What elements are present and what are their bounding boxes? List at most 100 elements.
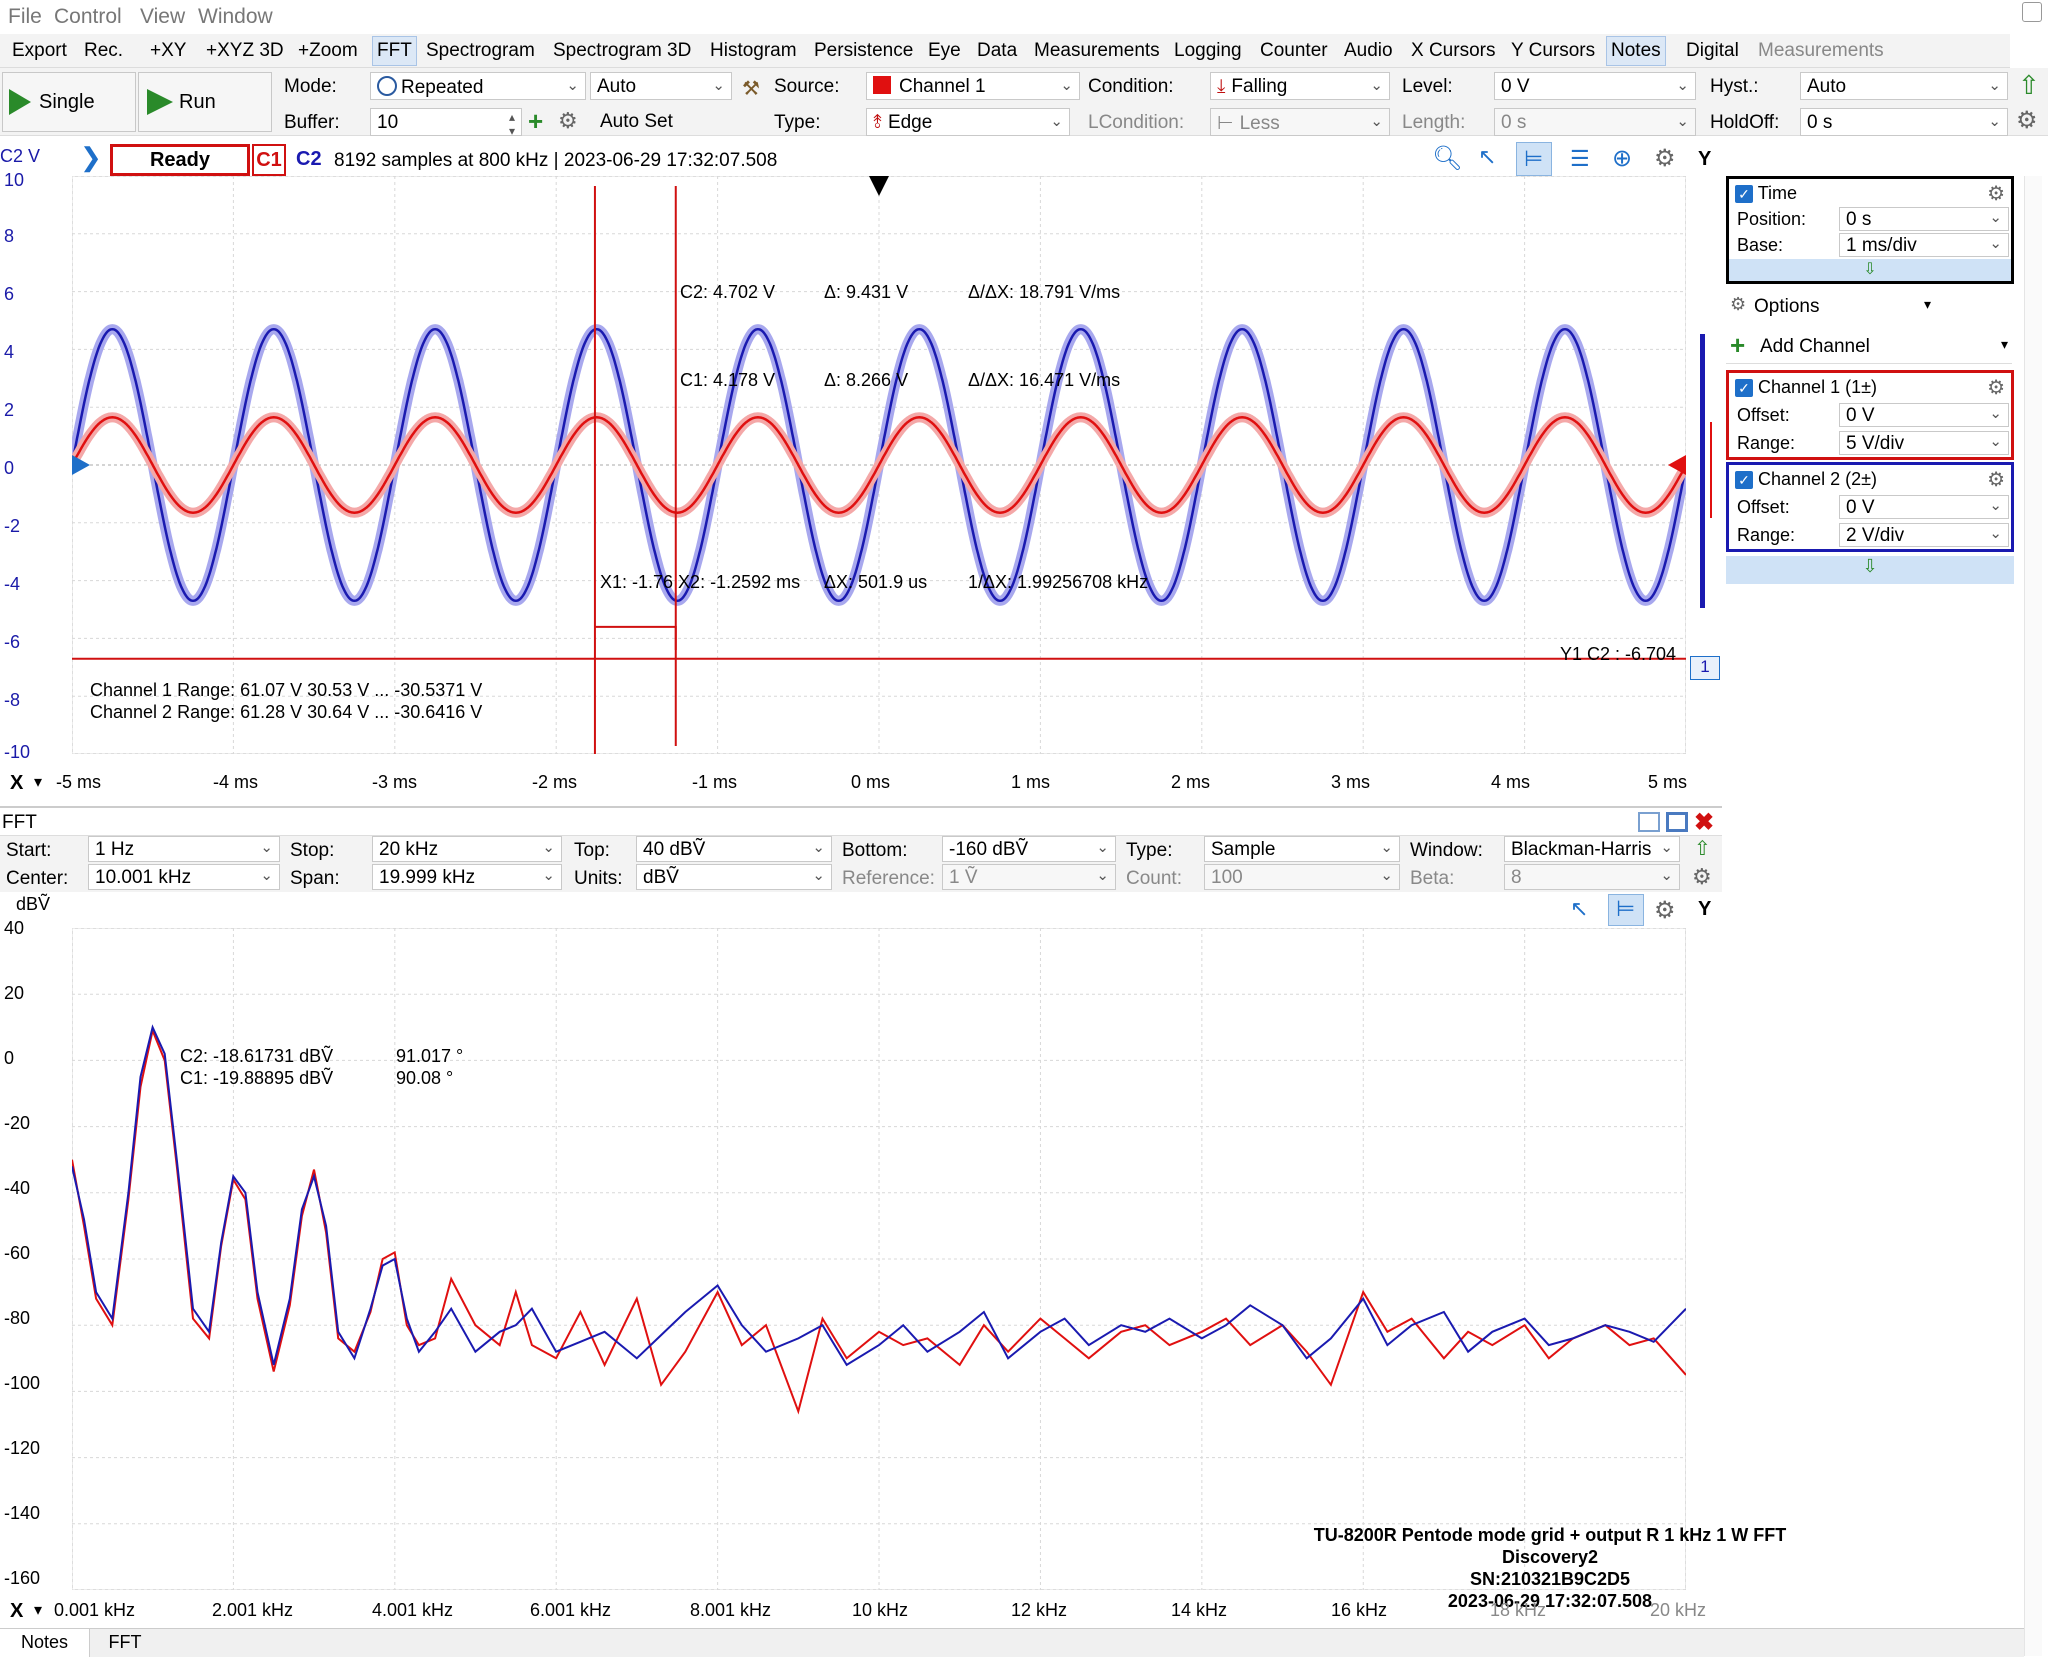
- gear-icon[interactable]: ⚙: [2016, 107, 2038, 134]
- ch2-offset-input[interactable]: 0 V ⌄: [1839, 495, 2009, 519]
- tab-xyz3d[interactable]: +XYZ 3D: [206, 40, 284, 61]
- channel2-checkbox[interactable]: ✓: [1735, 471, 1753, 489]
- gear-icon[interactable]: ⚙: [1987, 183, 2005, 205]
- fft-beta-input[interactable]: 8 ⌄: [1504, 864, 1680, 890]
- hammer-icon[interactable]: ⚒: [742, 78, 760, 100]
- level-input[interactable]: 0 V ⌄: [1494, 72, 1696, 100]
- run-button[interactable]: Run: [138, 72, 272, 132]
- position-input[interactable]: 0 s ⌄: [1839, 207, 2009, 231]
- tab-audio[interactable]: Audio: [1344, 40, 1393, 61]
- cursor-tool-button[interactable]: [1516, 142, 1552, 176]
- lcondition-select[interactable]: ⊢ Less ⌄: [1210, 108, 1390, 136]
- buffer-input[interactable]: 10 ▴ ▾: [370, 108, 522, 136]
- tab-digital[interactable]: Digital: [1686, 40, 1739, 61]
- tab-notes[interactable]: Notes: [1606, 36, 1666, 66]
- options-label[interactable]: Options: [1754, 296, 1820, 317]
- tab-eye[interactable]: Eye: [928, 40, 961, 61]
- gear-icon[interactable]: ⚙: [1987, 377, 2005, 399]
- fft-top-input[interactable]: 40 dBṼ ⌄: [636, 836, 832, 862]
- tab-xy[interactable]: +XY: [150, 40, 187, 61]
- pointer-icon[interactable]: ↖: [1570, 896, 1589, 921]
- arrow-up-icon[interactable]: ⇧: [1694, 838, 1711, 860]
- condition-select[interactable]: ⤓ Falling ⌄: [1210, 72, 1390, 100]
- tab-counter[interactable]: Counter: [1260, 40, 1328, 61]
- magnify-icon[interactable]: ⊕: [1612, 145, 1633, 172]
- channels-expand-bar[interactable]: ⇩: [1726, 556, 2014, 584]
- arrow-up-icon[interactable]: ⇧: [2018, 70, 2040, 100]
- chevron-right-icon[interactable]: ❯: [80, 142, 102, 172]
- holdoff-input[interactable]: 0 s ⌄: [1800, 108, 2008, 136]
- zoom-icon[interactable]: 🔍︎: [1432, 145, 1463, 172]
- tab-spectrogram3d[interactable]: Spectrogram 3D: [553, 40, 692, 61]
- fft-units-select[interactable]: dBṼ ⌄: [636, 864, 832, 890]
- x-axis-button[interactable]: X: [10, 772, 24, 794]
- gear-icon[interactable]: ⚙: [1987, 469, 2005, 491]
- fft-center-input[interactable]: 10.001 kHz ⌄: [88, 864, 280, 890]
- auto-select[interactable]: Auto ⌄: [590, 72, 732, 100]
- close-icon[interactable]: ✖: [1694, 809, 1715, 836]
- hyst-select[interactable]: Auto ⌄: [1800, 72, 2008, 100]
- fft-count-input[interactable]: 100 ⌄: [1204, 864, 1400, 890]
- spinner-icon[interactable]: ▴ ▾: [508, 110, 515, 136]
- fft-type-select[interactable]: Sample ⌄: [1204, 836, 1400, 862]
- ch1-range-select[interactable]: 5 V/div ⌄: [1839, 431, 2009, 455]
- fft-stop-input[interactable]: 20 kHz ⌄: [372, 836, 562, 862]
- restore-icon[interactable]: [1638, 812, 1660, 832]
- fft-plot[interactable]: [72, 928, 1686, 1590]
- add-channel-button[interactable]: + Add Channel ▾: [1726, 330, 2012, 364]
- length-input[interactable]: 0 s ⌄: [1494, 108, 1696, 136]
- tab-rec[interactable]: Rec.: [84, 40, 124, 61]
- tab-export[interactable]: Export: [12, 40, 67, 61]
- tab-zoom[interactable]: +Zoom: [298, 40, 358, 61]
- fft-bottom-input[interactable]: -160 dBṼ ⌄: [942, 836, 1116, 862]
- tab-data[interactable]: Data: [977, 40, 1018, 61]
- c2-button[interactable]: C2: [296, 148, 322, 170]
- tab-x-cursors[interactable]: X Cursors: [1411, 40, 1496, 61]
- tab-logging[interactable]: Logging: [1174, 40, 1242, 61]
- fft-x-axis-button[interactable]: X: [10, 1600, 24, 1622]
- x-axis-menu-icon[interactable]: ▾: [34, 1602, 43, 1619]
- window-restore-icon[interactable]: [2022, 2, 2042, 22]
- bottom-tab-fft[interactable]: FFT: [108, 1632, 142, 1652]
- channel1-checkbox[interactable]: ✓: [1735, 379, 1753, 397]
- ch1-offset-input[interactable]: 0 V ⌄: [1839, 403, 2009, 427]
- gear-icon[interactable]: ⚙: [1654, 897, 1676, 924]
- tab-y-cursors[interactable]: Y Cursors: [1511, 40, 1596, 61]
- gear-icon[interactable]: ⚙: [558, 108, 578, 133]
- tab-measurements[interactable]: Measurements: [1034, 40, 1160, 61]
- fft-window-select[interactable]: Blackman-Harris ⌄: [1504, 836, 1680, 862]
- fft-cursor-tool-button[interactable]: [1608, 894, 1644, 926]
- gear-icon[interactable]: ⚙: [1692, 864, 1712, 889]
- tab-persistence[interactable]: Persistence: [814, 40, 914, 61]
- auto-set-button[interactable]: Auto Set: [600, 111, 673, 132]
- y-axis-button[interactable]: Y: [1698, 148, 1712, 170]
- scope-plot[interactable]: [72, 176, 1686, 754]
- base-select[interactable]: 1 ms/div ⌄: [1839, 233, 2009, 257]
- menu-window[interactable]: Window: [198, 5, 273, 28]
- tab-fft[interactable]: FFT: [372, 36, 417, 66]
- pointer-icon[interactable]: ↖: [1478, 144, 1497, 169]
- options-menu-icon[interactable]: ▾: [1924, 296, 1932, 312]
- add-icon[interactable]: +: [528, 106, 544, 136]
- menu-view[interactable]: View: [140, 5, 186, 28]
- gear-icon[interactable]: ⚙: [1654, 145, 1676, 172]
- fft-y-axis-button[interactable]: Y: [1698, 898, 1712, 920]
- ch2-range-select[interactable]: 2 V/div ⌄: [1839, 523, 2009, 547]
- x-axis-menu-icon[interactable]: ▾: [34, 774, 43, 791]
- menu-control[interactable]: Control: [54, 5, 122, 28]
- menu-file[interactable]: File: [8, 5, 42, 28]
- tab-spectrogram[interactable]: Spectrogram: [426, 40, 535, 61]
- fft-start-input[interactable]: 1 Hz ⌄: [88, 836, 280, 862]
- mode-select[interactable]: Repeated ⌄: [370, 72, 586, 100]
- c1-button[interactable]: C1: [252, 144, 286, 176]
- tab-histogram[interactable]: Histogram: [710, 40, 797, 61]
- side-scrollbar[interactable]: [2024, 176, 2042, 1656]
- cursor-list-icon[interactable]: ☰: [1570, 146, 1590, 171]
- y-cursor-index[interactable]: 1: [1690, 656, 1720, 680]
- fft-reference-input[interactable]: 1 Ṽ ⌄: [942, 864, 1116, 890]
- time-expand-bar[interactable]: ⇩: [1729, 259, 2011, 281]
- fft-span-input[interactable]: 19.999 kHz ⌄: [372, 864, 562, 890]
- single-button[interactable]: Single: [2, 72, 136, 132]
- type-select[interactable]: ⥉ Edge ⌄: [866, 108, 1070, 136]
- maximize-icon[interactable]: [1666, 812, 1688, 832]
